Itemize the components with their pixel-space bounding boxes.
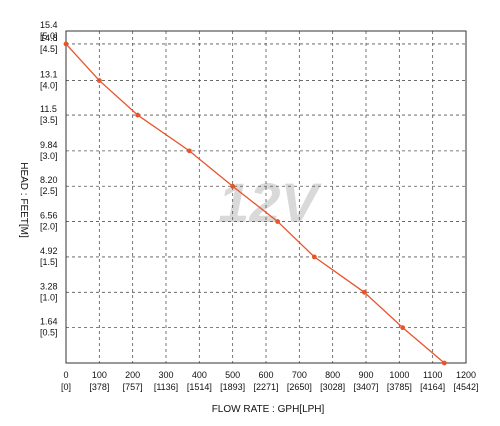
data-point (311, 254, 317, 260)
x-axis-title: FLOW RATE : GPH[LPH] (212, 404, 325, 415)
x-tick-label: 200 (125, 370, 140, 380)
plot-frame (65, 30, 467, 364)
x-tick-label: 1200 (456, 370, 476, 380)
x-tick-label: 100 (92, 370, 107, 380)
series-line (65, 43, 445, 364)
data-point (275, 219, 281, 224)
x-tick-sublabel: [3785] (387, 382, 412, 392)
y-tick-label: 6.56 (40, 211, 58, 221)
x-tick-label: 1000 (389, 370, 409, 380)
x-tick-sublabel: [4164] (420, 382, 445, 392)
plot-border (65, 30, 467, 364)
x-tick-sublabel: [4542] (453, 382, 478, 392)
data-point (441, 360, 447, 366)
data-point (63, 41, 69, 47)
y-tick-label: 14.8 (40, 33, 58, 43)
y-tick-sublabel: [3.5] (40, 115, 58, 125)
x-tick-label: 0 (63, 370, 68, 380)
y-tick-label: 3.28 (40, 281, 58, 291)
x-tick-sublabel: [3028] (320, 382, 345, 392)
x-tick-label: 900 (358, 370, 373, 380)
y-tick-sublabel: [4.5] (40, 44, 58, 54)
y-tick-sublabel: [0.5] (40, 328, 58, 338)
series-layer (63, 41, 447, 366)
x-tick-sublabel: [1514] (187, 382, 212, 392)
x-tick-label: 600 (258, 370, 273, 380)
x-tick-sublabel: [0] (61, 382, 71, 392)
y-axis-ticks: 1.64[0.5] 3.28[1.0] 4.92[1.5] 6.56[2.0] 8.20… (40, 20, 58, 338)
data-point (230, 183, 236, 189)
x-tick-sublabel: [1893] (220, 382, 245, 392)
x-tick-sublabel: [757] (123, 382, 143, 392)
data-point (186, 148, 192, 154)
x-tick-sublabel: [2650] (287, 382, 312, 392)
y-tick-label: 4.92 (40, 246, 58, 256)
data-point (96, 78, 102, 83)
y-tick-sublabel: [2.5] (40, 186, 58, 196)
y-tick-sublabel: [4.0] (40, 81, 58, 91)
x-tick-sublabel: [378] (89, 382, 109, 392)
x-tick-label: 500 (225, 370, 240, 380)
y-tick-sublabel: [5.0] (40, 31, 58, 41)
x-axis-ticks: 0 [0] 100 [378] 200 [757] 300 [1136] 400 [1514] 50… (61, 370, 479, 392)
y-tick-label: 11.5 (40, 104, 57, 114)
y-tick-sublabel: [2.0] (40, 222, 58, 232)
grid-lines (66, 31, 466, 363)
y-tick-sublabel: [3.0] (40, 151, 58, 161)
x-tick-label: 300 (158, 370, 173, 380)
y-tick-label: 15.4 (40, 20, 58, 30)
x-tick-label: 800 (325, 370, 340, 380)
data-point (135, 112, 141, 118)
y-tick-sublabel: [1.5] (40, 257, 58, 267)
y-tick-sublabel: [1.0] (40, 292, 58, 302)
x-tick-sublabel: [2271] (253, 382, 278, 392)
data-point (361, 289, 367, 295)
x-tick-label: 400 (192, 370, 207, 380)
x-tick-label: 1100 (423, 370, 442, 380)
x-tick-sublabel: [1136] (154, 382, 178, 392)
y-tick-label: 9.84 (40, 140, 58, 150)
y-tick-label: 8.20 (40, 175, 58, 185)
y-tick-label: 13.1 (40, 70, 58, 80)
y-axis-title: HEAD : FEET[M] (18, 162, 29, 238)
watermark-label: 12V (218, 171, 322, 234)
x-tick-label: 700 (292, 370, 307, 380)
y-tick-label: 1.64 (40, 317, 58, 327)
x-tick-sublabel: [3407] (353, 382, 378, 392)
data-point (400, 325, 406, 331)
